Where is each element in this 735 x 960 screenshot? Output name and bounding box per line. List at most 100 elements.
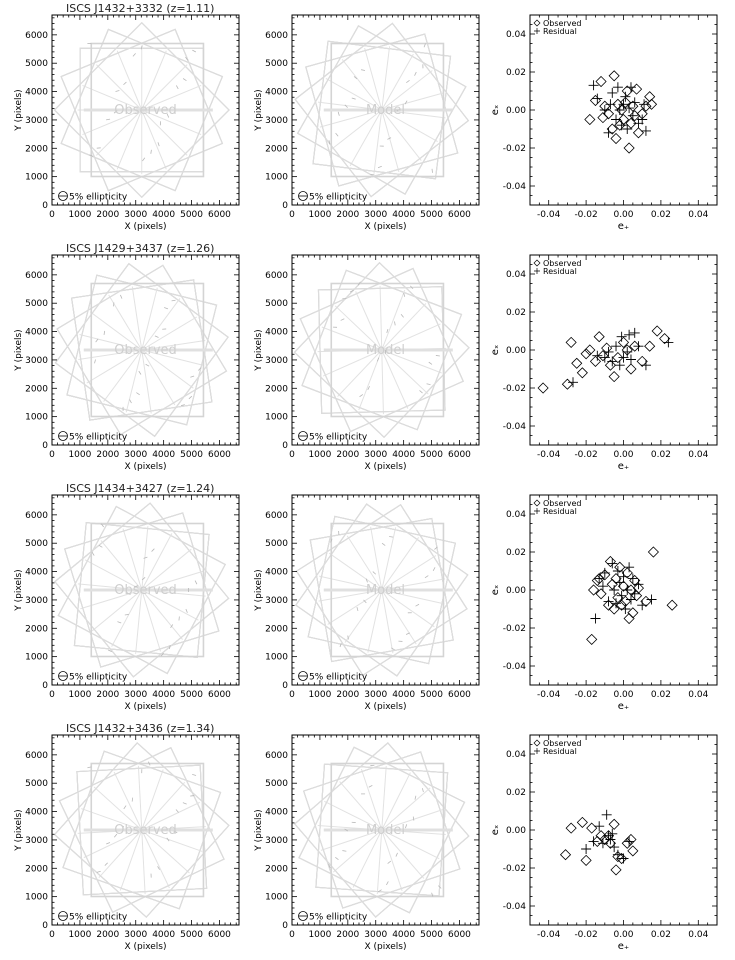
model-map-panel: 00 1000 1000 2000 2000 3000 3000 4000 4000 5000 50…	[254, 494, 480, 712]
whisker	[337, 111, 340, 116]
observed-point	[666, 599, 678, 611]
x-tick-label: 0.00	[613, 210, 633, 220]
pointing-ray	[381, 92, 444, 111]
observed-point	[610, 132, 622, 145]
x-tick-label: 3000	[124, 450, 147, 460]
row-3: ISCS J1434+3427 (z=1.24)0010001000200020…	[14, 482, 718, 712]
whisker	[426, 383, 431, 386]
panel-watermark: Observed	[114, 823, 177, 838]
y-tick-label: 4000	[265, 568, 288, 578]
observed-map-panel: 00 1000 1000 2000 2000 3000 3000 4000 4000 5000 50…	[14, 734, 240, 952]
observed-point	[584, 344, 596, 356]
observed-point	[595, 588, 607, 600]
y-tick-label: 0.04	[506, 270, 526, 280]
x-tick-label: 0.02	[651, 930, 671, 940]
whisker	[194, 580, 198, 585]
residual-point	[640, 125, 651, 136]
observed-point	[617, 336, 630, 348]
pointing-ray	[381, 589, 417, 645]
y-tick-label: 5000	[25, 779, 48, 789]
whisker	[141, 576, 146, 581]
residual-point	[597, 581, 608, 592]
x-axis-label: X (pixels)	[124, 222, 166, 232]
residual-point	[627, 110, 638, 121]
residual-point	[622, 124, 633, 134]
pointing-ray	[141, 829, 170, 889]
pointing-ray	[337, 349, 383, 397]
whisker	[175, 809, 179, 813]
row-4: ISCS J1432+3436 (z=1.34)0010001000200020…	[14, 722, 718, 952]
y-tick-label: -0.02	[503, 864, 526, 874]
observed-point	[644, 340, 656, 352]
y-tick-label: 0	[282, 201, 288, 211]
whisker	[151, 548, 155, 552]
y-tick-label: 3000	[265, 356, 288, 366]
x-tick-label: 0	[289, 690, 295, 700]
whisker	[359, 394, 364, 398]
whisker	[170, 624, 174, 628]
y-axis-label: eₓ	[490, 105, 501, 116]
y-tick-label: 6000	[25, 751, 48, 761]
observed-point	[623, 142, 635, 154]
x-tick-label: 4000	[392, 930, 415, 940]
ellipticity-legend-label: 5% ellipticity	[309, 433, 368, 443]
pointing-ray	[82, 84, 142, 111]
row-title: ISCS J1432+3332 (z=1.11)	[66, 2, 214, 15]
whisker	[419, 390, 423, 394]
residual-point	[594, 821, 605, 832]
x-tick-label: -0.02	[574, 930, 597, 940]
whisker	[160, 652, 164, 657]
legend-observed-label: Observed	[543, 19, 582, 28]
y-tick-label: 0.04	[506, 750, 526, 760]
whisker	[89, 154, 94, 157]
pointing-ray	[141, 589, 162, 652]
pointing-ray	[84, 559, 142, 591]
residual-point	[640, 360, 651, 371]
whisker	[142, 157, 146, 162]
pointing-ray	[96, 109, 143, 156]
whisker	[368, 785, 373, 788]
residual-point	[599, 567, 610, 578]
y-tick-label: 0	[42, 441, 48, 451]
field-pattern	[295, 503, 469, 677]
pointing-ray	[141, 589, 199, 621]
y-axis-label: eₓ	[490, 345, 501, 356]
whisker	[122, 826, 124, 831]
observed-map-panel: 00 1000 1000 2000 2000 3000 3000 4000 4000 5000 50…	[14, 14, 240, 232]
whisker	[182, 78, 187, 82]
y-tick-label: 3000	[25, 836, 48, 846]
pointing-ray	[141, 349, 194, 389]
y-axis-label: Y (pixels)	[254, 89, 264, 131]
pointing-ray	[141, 349, 205, 367]
residual-point	[616, 590, 627, 601]
pointing-ray	[339, 781, 383, 831]
panel-frame	[51, 14, 240, 206]
x-tick-label: 3000	[364, 690, 387, 700]
x-tick-label: 0.00	[613, 450, 633, 460]
observed-point	[597, 350, 609, 362]
residual-point	[607, 828, 618, 839]
pointing-ray	[332, 829, 383, 873]
pointing-ray	[141, 109, 202, 136]
legend-residual-label: Residual	[543, 27, 577, 36]
pointing-ray	[318, 589, 382, 602]
residual-point	[616, 331, 627, 342]
panel-frame	[291, 734, 480, 926]
residual-point	[607, 558, 618, 569]
pointing-ray	[319, 109, 382, 128]
y-tick-label: 0.00	[506, 586, 526, 596]
pointing-ray	[381, 70, 433, 111]
pointing-ray	[381, 349, 409, 409]
residual-point	[611, 341, 622, 352]
pointing-ray	[98, 829, 143, 879]
x-tick-label: -0.04	[537, 930, 561, 940]
y-tick-label: 5000	[25, 299, 48, 309]
whisker	[192, 773, 197, 776]
whisker	[182, 802, 187, 805]
whisker	[124, 614, 129, 616]
x-tick-label: 0.00	[613, 930, 633, 940]
x-axis-label: e₊	[618, 461, 629, 472]
pointing-ray	[381, 787, 431, 831]
observed-point	[610, 864, 622, 876]
